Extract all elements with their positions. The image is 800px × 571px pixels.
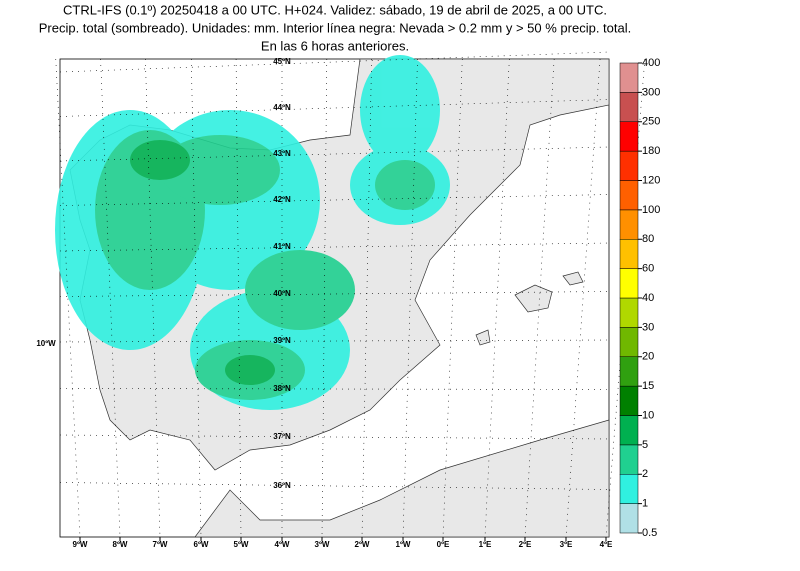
colorbar-band	[619, 297, 639, 328]
lon-label: 6ºW	[194, 540, 209, 549]
colorbar-band	[619, 180, 639, 211]
lon-label: 5ºW	[234, 540, 249, 549]
colorbar-band	[619, 415, 639, 446]
colorbar-band	[619, 356, 639, 387]
colorbar-label: 120	[642, 174, 660, 186]
lat-label: 36ºN	[273, 481, 291, 490]
lon-label: 7ºW	[153, 540, 168, 549]
colorbar-label: 10	[642, 409, 654, 421]
lon-label: 9ºW	[73, 540, 88, 549]
side-label: 10ºW	[36, 339, 56, 348]
colorbar-band	[619, 121, 639, 152]
colorbar-label: 5	[642, 439, 648, 451]
lat-label: 40ºN	[273, 289, 291, 298]
lon-label: 1ºE	[479, 540, 492, 549]
lon-label: 1ºW	[396, 540, 411, 549]
precip	[55, 55, 450, 410]
lon-label: 8ºW	[113, 540, 128, 549]
colorbar-band	[619, 444, 639, 475]
lat-label: 43ºN	[273, 149, 291, 158]
colorbar-band	[619, 62, 639, 93]
lat-label: 39ºN	[273, 336, 291, 345]
lat-label: 41ºN	[273, 242, 291, 251]
colorbar-label: 100	[642, 204, 660, 216]
lon-label: 3ºE	[560, 540, 573, 549]
colorbar-band	[619, 474, 639, 504]
header-line: CTRL-IFS (0.1º) 20250418 a 00 UTC. H+024…	[63, 2, 607, 17]
colorbar-label: 80	[642, 233, 654, 245]
lat-label: 44ºN	[273, 103, 291, 112]
header-line: Precip. total (sombreado). Unidades: mm.…	[39, 20, 632, 35]
colorbar-label: 0.5	[642, 527, 657, 539]
colorbar-label: 15	[642, 380, 654, 392]
colorbar-label: 60	[642, 263, 654, 275]
colorbar-label: 20	[642, 351, 654, 363]
colorbar-label: 2	[642, 468, 648, 480]
colorbar-label: 400	[642, 57, 660, 69]
colorbar-band	[619, 327, 639, 357]
lon-label: 2ºE	[519, 540, 532, 549]
colorbar-label: 1	[642, 498, 648, 510]
colorbar-label: 250	[642, 116, 660, 128]
colorbar-band	[619, 268, 639, 299]
lat-label: 45ºN	[273, 57, 291, 66]
lon-label: 4ºW	[275, 540, 290, 549]
lat-label: 37ºN	[273, 432, 291, 441]
colorbar-band	[619, 503, 639, 534]
lon-label: 4ºE	[600, 540, 613, 549]
colorbar-label: 30	[642, 321, 654, 333]
colorbar-band	[619, 239, 639, 269]
colorbar-band	[619, 150, 639, 181]
header-line: En las 6 horas anteriores.	[261, 38, 409, 53]
lat-label: 42ºN	[273, 195, 291, 204]
colorbar-label: 300	[642, 86, 660, 98]
colorbar-label: 40	[642, 292, 654, 304]
colorbar-label: 180	[642, 145, 660, 157]
lon-label: 3ºW	[315, 540, 330, 549]
colorbar-band	[619, 92, 639, 122]
lon-label: 2ºW	[355, 540, 370, 549]
lat-label: 38ºN	[273, 384, 291, 393]
lon-label: 0ºE	[437, 540, 450, 549]
colorbar-band	[619, 209, 639, 240]
colorbar-band	[619, 385, 639, 416]
